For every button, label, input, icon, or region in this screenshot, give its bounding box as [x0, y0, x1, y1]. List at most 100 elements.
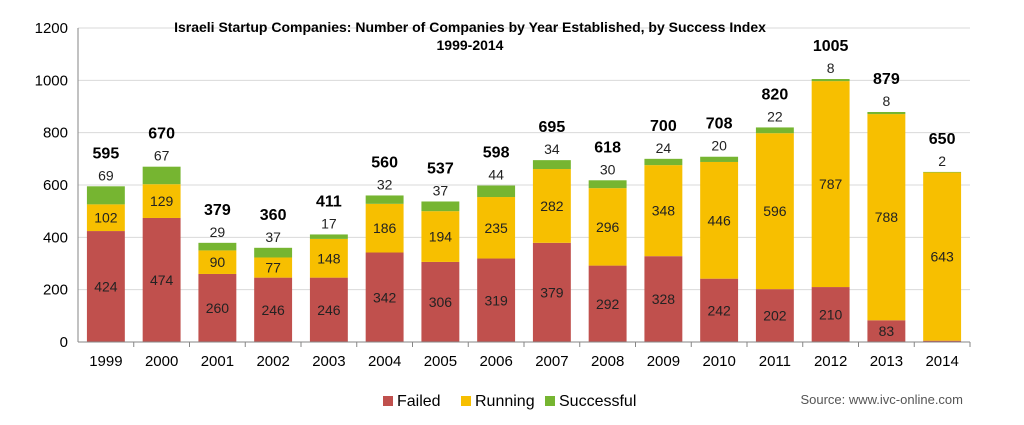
- bar-segment-successful: [309, 234, 348, 239]
- bar-segment-running: [309, 238, 348, 278]
- total-label: 595: [93, 145, 120, 162]
- data-label-failed: 319: [484, 292, 508, 308]
- data-label-running: 129: [150, 193, 174, 209]
- data-label-successful: 32: [377, 176, 393, 192]
- data-label-successful: 69: [98, 167, 114, 183]
- legend-swatch-successful: [545, 396, 555, 406]
- data-label-failed: 328: [652, 291, 676, 307]
- x-tick-label: 2001: [201, 353, 234, 370]
- bar-segment-running: [755, 133, 794, 290]
- x-tick-label: 2007: [535, 353, 568, 370]
- bar-segment-running: [421, 211, 460, 262]
- y-tick-label: 0: [60, 334, 68, 351]
- data-label-running: 348: [652, 203, 676, 219]
- bar-segment-running: [588, 188, 627, 266]
- data-label-failed: 242: [707, 302, 731, 318]
- bar-segment-successful: [532, 160, 571, 170]
- y-tick-label: 1000: [35, 72, 68, 89]
- data-label-running: 296: [596, 219, 620, 235]
- chart-title: Israeli Startup Companies: Number of Com…: [174, 19, 766, 35]
- bar-segment-running: [254, 257, 293, 278]
- data-label-running: 90: [210, 254, 226, 270]
- bar-segment-running: [365, 203, 404, 253]
- data-label-running: 446: [707, 212, 731, 228]
- x-tick-label: 2000: [145, 353, 178, 370]
- bar-segment-running: [811, 81, 850, 288]
- total-label: 695: [539, 119, 566, 136]
- bar-segment-failed: [365, 252, 404, 342]
- bar-segment-running: [142, 184, 181, 218]
- x-tick-label: 2010: [702, 353, 735, 370]
- bar-segment-failed: [142, 217, 181, 342]
- bar-segment-running: [532, 169, 571, 243]
- data-label-running: 787: [819, 176, 843, 192]
- x-tick-label: 2012: [814, 353, 847, 370]
- x-tick-label: 2002: [256, 353, 289, 370]
- data-label-running: 788: [875, 209, 899, 225]
- data-label-running: 643: [930, 249, 954, 265]
- data-label-successful: 44: [488, 167, 504, 183]
- y-tick-label: 1200: [35, 20, 68, 37]
- bar-segment-failed: [811, 287, 850, 342]
- total-label: 560: [371, 154, 398, 171]
- bar-segment-successful: [365, 195, 404, 204]
- data-label-successful: 37: [433, 182, 449, 198]
- data-label-successful: 20: [711, 138, 727, 154]
- data-label-successful: 37: [265, 229, 281, 245]
- total-label: 1005: [813, 38, 849, 55]
- bar-segment-successful: [700, 156, 739, 162]
- total-label: 820: [762, 86, 789, 103]
- bar-segment-failed: [198, 273, 237, 342]
- total-label: 618: [594, 139, 621, 156]
- data-label-successful: 2: [938, 153, 946, 169]
- y-tick-label: 800: [43, 125, 68, 142]
- data-label-failed: 260: [206, 300, 230, 316]
- bar-segment-successful: [644, 158, 683, 166]
- legend-label-running: Running: [475, 393, 535, 410]
- total-label: 411: [316, 193, 342, 210]
- y-tick-label: 400: [43, 229, 68, 246]
- x-tick-label: 2008: [591, 353, 624, 370]
- data-label-failed: 306: [429, 294, 453, 310]
- bar-segment-running: [700, 161, 739, 279]
- data-label-failed: 474: [150, 272, 174, 288]
- total-label: 708: [706, 116, 733, 133]
- data-label-failed: 379: [540, 284, 564, 300]
- total-label: 360: [260, 207, 287, 224]
- data-label-successful: 8: [882, 93, 890, 109]
- total-label: 650: [929, 131, 956, 148]
- bar-segment-running: [198, 250, 237, 274]
- x-tick-label: 2005: [424, 353, 457, 370]
- bar-segment-successful: [755, 127, 794, 134]
- data-label-failed: 246: [261, 302, 285, 318]
- x-tick-label: 2013: [870, 353, 903, 370]
- data-label-successful: 24: [656, 140, 672, 156]
- axes: 0 200 400 600 800 1000 1200 1999 2000 2001 2002 200…: [35, 20, 971, 370]
- chart-subtitle: 1999-2014: [437, 37, 504, 53]
- data-label-failed: 202: [763, 308, 787, 324]
- total-label: 700: [650, 118, 677, 135]
- data-label-failed: 246: [317, 302, 341, 318]
- x-tick-label: 2003: [312, 353, 345, 370]
- bar-segment-running: [477, 197, 516, 259]
- total-label: 537: [427, 160, 454, 177]
- data-label-running: 148: [317, 250, 341, 266]
- bar-segment-failed: [644, 256, 683, 342]
- bar-segment-successful: [923, 171, 962, 173]
- x-tick-label: 2011: [759, 353, 791, 370]
- data-label-successful: 34: [544, 141, 560, 157]
- bar-segment-failed: [309, 277, 348, 342]
- x-tick-label: 2009: [647, 353, 680, 370]
- total-label: 670: [148, 126, 175, 143]
- x-tick-label: 2014: [925, 353, 958, 370]
- bars: 424 102 69 595 474 129 67 670 260 90 29 379 246 77 37 3…: [86, 38, 962, 342]
- legend-swatch-failed: [383, 396, 393, 406]
- data-label-successful: 30: [600, 161, 616, 177]
- data-label-successful: 22: [767, 108, 783, 124]
- bar-segment-failed: [700, 278, 739, 342]
- bar-segment-running: [923, 172, 962, 341]
- x-tick-label: 2006: [479, 353, 512, 370]
- bar-segment-running: [86, 204, 125, 232]
- bar-segment-running: [867, 114, 906, 321]
